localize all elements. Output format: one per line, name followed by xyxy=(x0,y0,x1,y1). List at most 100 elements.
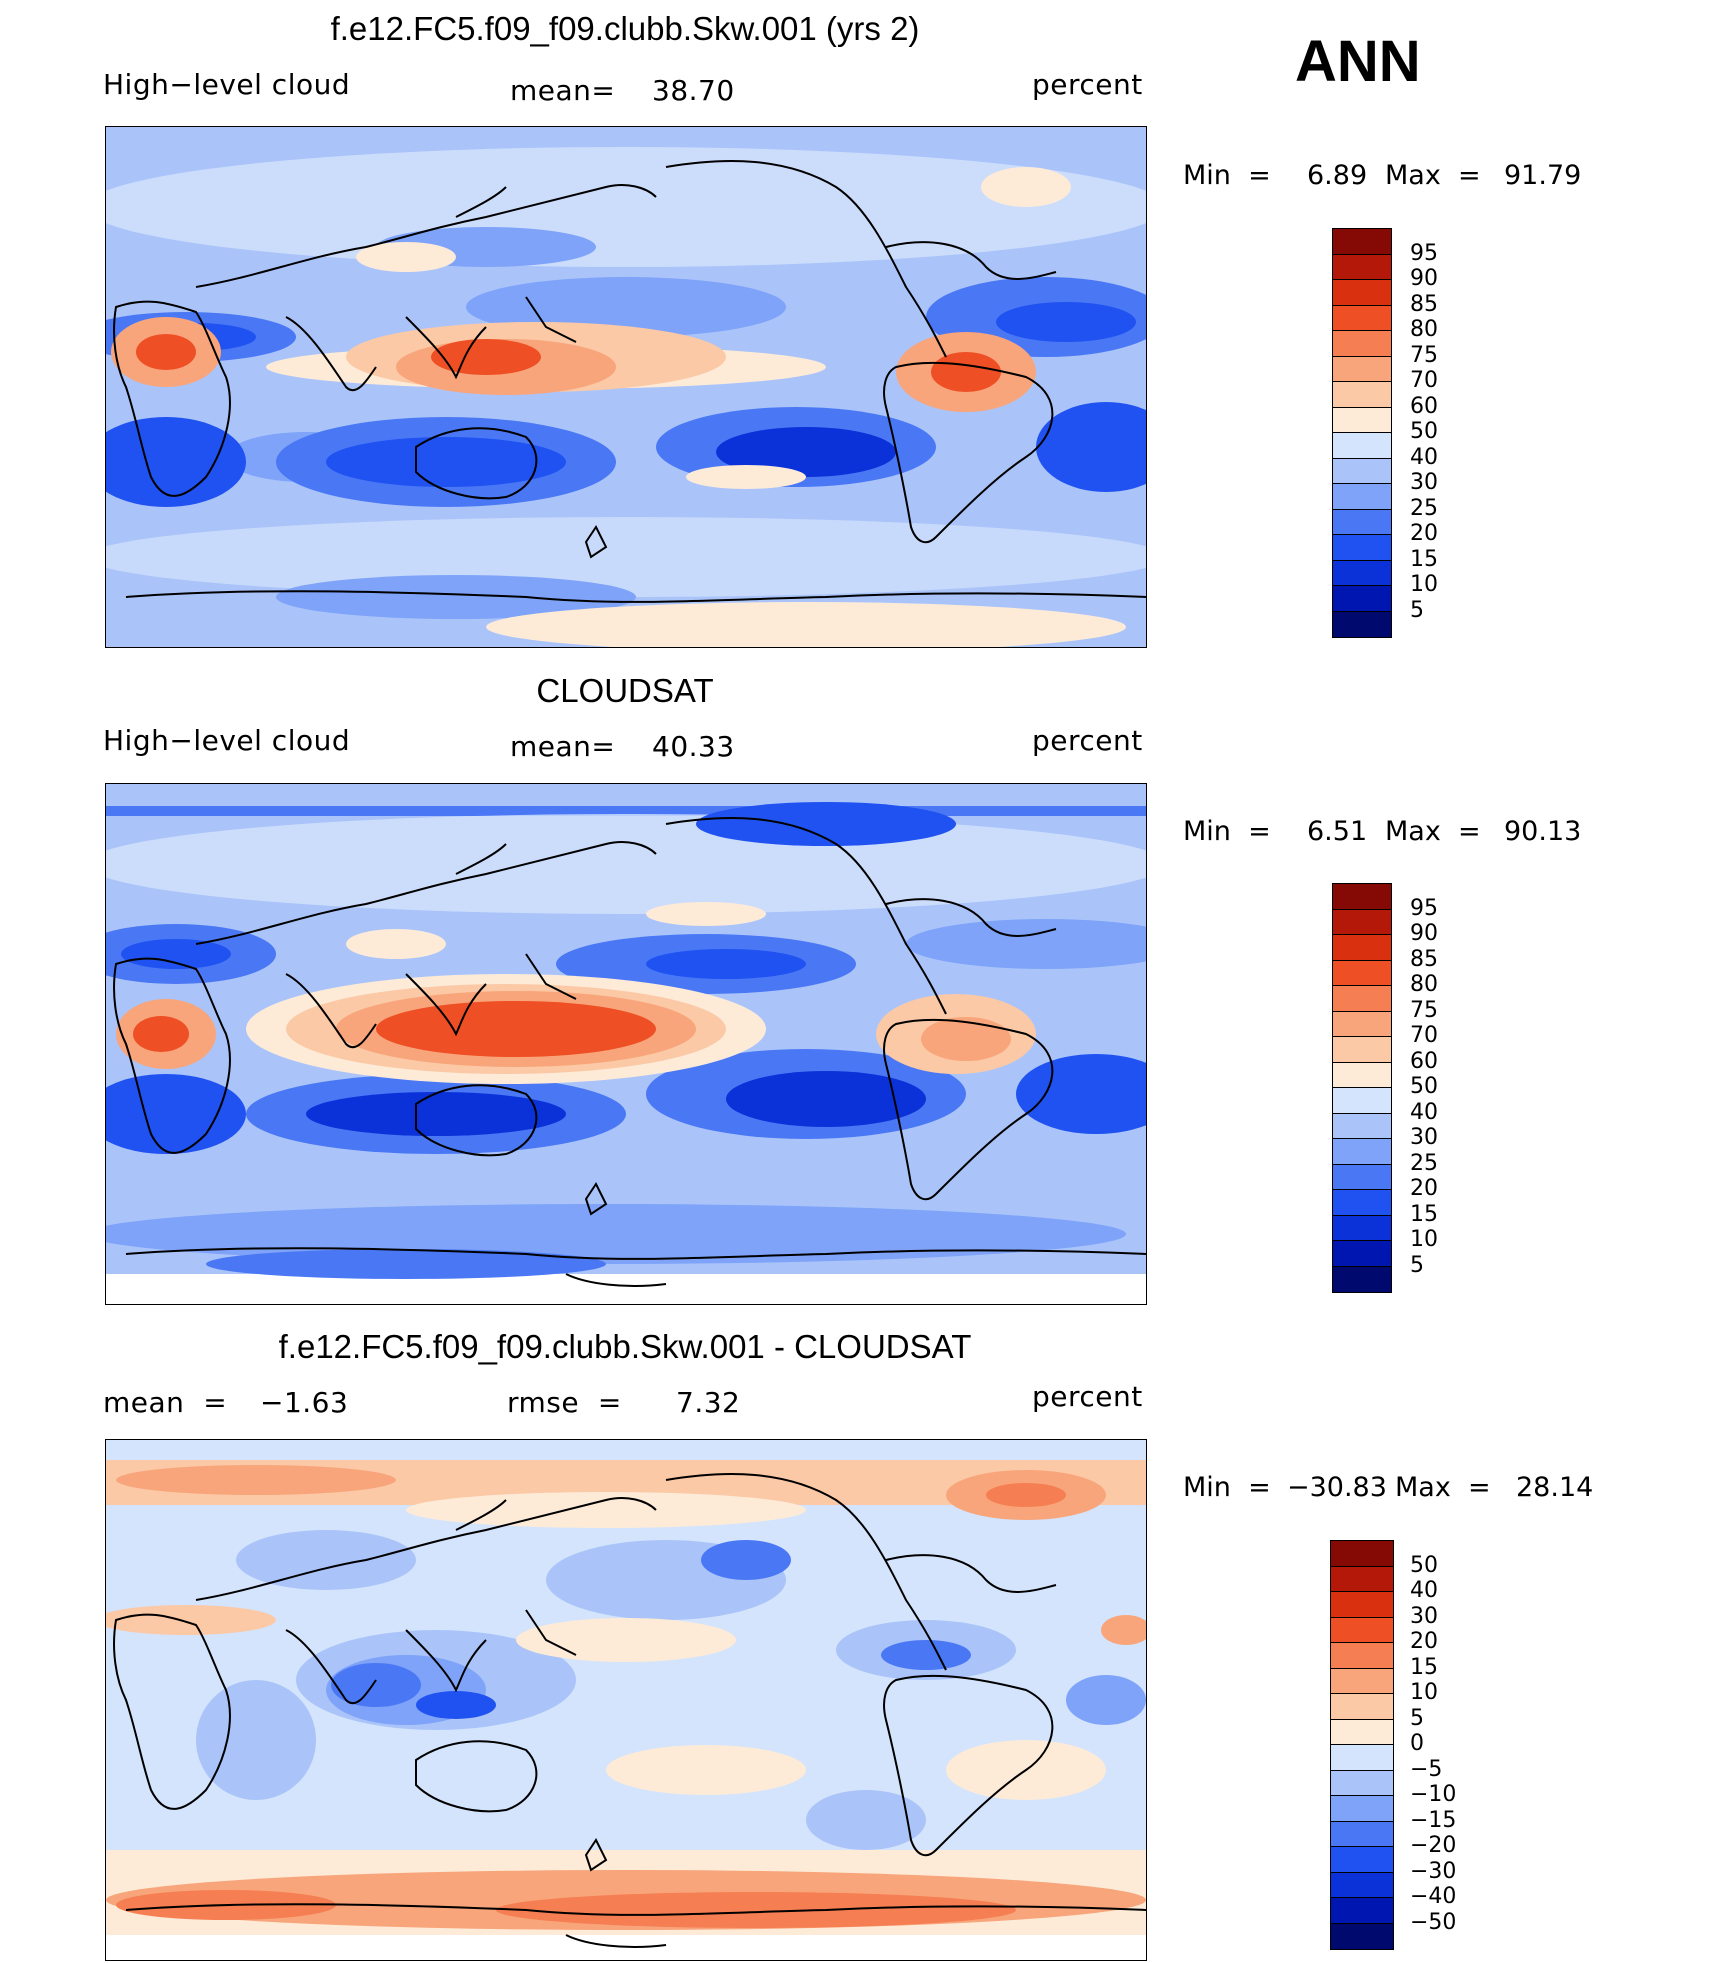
panel1-title: f.e12.FC5.f09_f09.clubb.Skw.001 (yrs 2) xyxy=(330,10,920,47)
colorbar-swatch xyxy=(1333,1139,1391,1165)
panel1-units: percent xyxy=(1032,68,1143,101)
colorbar-swatch xyxy=(1333,586,1391,612)
panel3-rmse-label: rmse = xyxy=(507,1386,622,1419)
colorbar-tick-label: 25 xyxy=(1410,495,1438,521)
colorbar-tick-label: 50 xyxy=(1410,1552,1438,1578)
colorbar-tick-label: 60 xyxy=(1410,393,1438,419)
colorbar-swatch xyxy=(1333,1164,1391,1190)
colorbar-swatch xyxy=(1331,1923,1393,1949)
panel1-min-label: Min = xyxy=(1183,160,1271,191)
colorbar-tick-label: −50 xyxy=(1410,1909,1457,1935)
panel2-min-label: Min = xyxy=(1183,816,1271,847)
panel3-title: f.e12.FC5.f09_f09.clubb.Skw.001 - CLOUDS… xyxy=(278,1328,972,1365)
panel2-max-value: 90.13 xyxy=(1504,816,1582,847)
panel2-max-label: Max = xyxy=(1385,816,1481,847)
colorbar-tick-label: 95 xyxy=(1410,240,1438,266)
colorbar-swatch xyxy=(1333,331,1391,357)
colorbar-swatch xyxy=(1331,1694,1393,1720)
colorbar-tick-label: 95 xyxy=(1410,895,1438,921)
panel2-variable: High−level cloud xyxy=(103,724,351,757)
colorbar-swatch xyxy=(1331,1745,1393,1771)
colorbar-tick-label: 20 xyxy=(1410,1176,1438,1201)
colorbar-tick-label: −40 xyxy=(1410,1884,1457,1909)
colorbar-tick-label: 70 xyxy=(1410,368,1438,393)
panel3-max-value: 28.14 xyxy=(1516,1472,1594,1503)
panel1-mean-value: 38.70 xyxy=(652,74,735,107)
colorbar-tick-label: 85 xyxy=(1410,291,1438,317)
colorbar-tick-label: 80 xyxy=(1410,972,1438,997)
colorbar-swatch xyxy=(1333,433,1391,459)
colorbar-tick-label: 30 xyxy=(1410,470,1438,495)
panel2-mean-label: mean= xyxy=(510,730,616,763)
colorbar-tick-label: 5 xyxy=(1410,597,1424,623)
colorbar-swatch xyxy=(1331,1668,1393,1694)
colorbar-tick-label: 50 xyxy=(1410,1074,1438,1099)
panel1-min-value: 6.89 xyxy=(1307,160,1368,191)
colorbar-swatch xyxy=(1331,1566,1393,1592)
colorbar-swatch xyxy=(1331,1643,1393,1669)
colorbar-swatch xyxy=(1331,1898,1393,1924)
colorbar-tick-label: 20 xyxy=(1410,1629,1438,1654)
colorbar-swatch xyxy=(1333,229,1391,255)
colorbar-swatch xyxy=(1333,960,1391,986)
colorbar-swatch xyxy=(1333,254,1391,280)
colorbar-swatch xyxy=(1333,356,1391,382)
panel3-mean-value: −1.63 xyxy=(260,1386,349,1419)
season-label: ANN xyxy=(1295,29,1421,94)
colorbar-tick-label: 25 xyxy=(1410,1150,1438,1176)
panel1-variable: High−level cloud xyxy=(103,68,351,101)
colorbar-tick-label: 90 xyxy=(1410,921,1438,946)
colorbar-tick-label: 15 xyxy=(1410,546,1438,572)
colorbar-tick-label: 10 xyxy=(1410,572,1438,597)
colorbar-tick-label: 40 xyxy=(1410,1578,1438,1603)
panel3-mean-label: mean = xyxy=(103,1386,228,1419)
colorbar-swatch xyxy=(1333,1241,1391,1267)
panel1-colorbar xyxy=(1332,228,1392,638)
colorbar-swatch xyxy=(1331,1770,1393,1796)
colorbar-swatch xyxy=(1331,1847,1393,1873)
colorbar-tick-label: 30 xyxy=(1410,1603,1438,1629)
colorbar-tick-label: −10 xyxy=(1410,1782,1457,1807)
colorbar-tick-label: 10 xyxy=(1410,1680,1438,1705)
panel3-min-label: Min = xyxy=(1183,1472,1271,1503)
colorbar-swatch xyxy=(1333,909,1391,935)
panel3-map xyxy=(105,1439,1147,1961)
colorbar-tick-label: −30 xyxy=(1410,1858,1457,1884)
colorbar-swatch xyxy=(1331,1821,1393,1847)
colorbar-swatch xyxy=(1333,484,1391,510)
colorbar-tick-label: 50 xyxy=(1410,419,1438,444)
colorbar-tick-label: 5 xyxy=(1410,1705,1424,1731)
colorbar-swatch xyxy=(1333,884,1391,910)
panel3-rmse-value: 7.32 xyxy=(676,1386,741,1419)
panel1-max-value: 91.79 xyxy=(1504,160,1582,191)
panel1-max-label: Max = xyxy=(1385,160,1481,191)
panel2-units: percent xyxy=(1032,724,1143,757)
colorbar-tick-label: −20 xyxy=(1410,1833,1457,1858)
colorbar-swatch xyxy=(1331,1592,1393,1618)
colorbar-swatch xyxy=(1331,1796,1393,1822)
colorbar-tick-label: 15 xyxy=(1410,1654,1438,1680)
colorbar-swatch xyxy=(1331,1719,1393,1745)
colorbar-swatch xyxy=(1333,280,1391,306)
panel1-mean-label: mean= xyxy=(510,74,616,107)
panel2-title: CLOUDSAT xyxy=(536,672,714,709)
colorbar-swatch xyxy=(1333,1215,1391,1241)
colorbar-tick-label: 30 xyxy=(1410,1125,1438,1150)
colorbar-swatch xyxy=(1333,611,1391,637)
colorbar-swatch xyxy=(1333,1037,1391,1063)
colorbar-tick-label: 40 xyxy=(1410,444,1438,470)
colorbar-swatch xyxy=(1331,1617,1393,1643)
colorbar-tick-label: 40 xyxy=(1410,1099,1438,1125)
colorbar-tick-label: 10 xyxy=(1410,1227,1438,1252)
panel2-min-value: 6.51 xyxy=(1307,816,1368,847)
colorbar-swatch xyxy=(1333,509,1391,535)
panel2-mean-value: 40.33 xyxy=(652,730,735,763)
colorbar-tick-label: 20 xyxy=(1410,521,1438,546)
colorbar-swatch xyxy=(1333,1190,1391,1216)
panel3-max-label: Max = xyxy=(1395,1472,1491,1503)
panel2-map-svg xyxy=(106,784,1146,1304)
panel1-map xyxy=(105,126,1147,648)
panel1-map-svg xyxy=(106,127,1146,647)
panel2-colorbar xyxy=(1332,883,1392,1293)
colorbar-swatch xyxy=(1333,560,1391,586)
